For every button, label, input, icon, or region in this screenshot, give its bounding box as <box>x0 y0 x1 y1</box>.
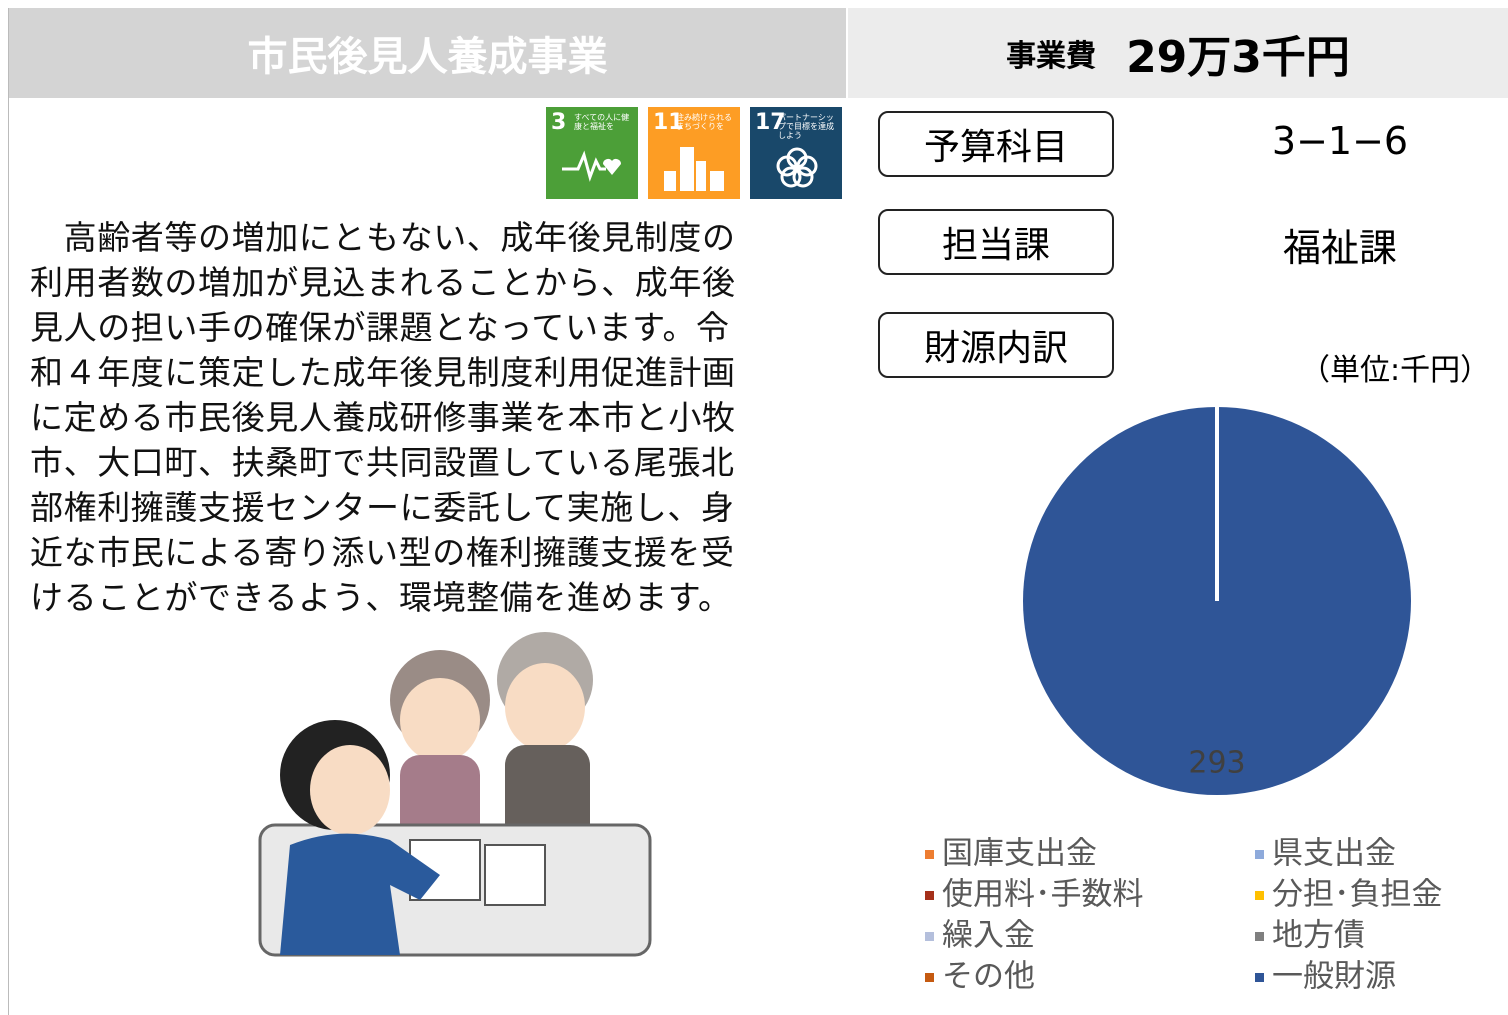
description-line: 近な市民による寄り添い型の権利擁護支援を受 <box>30 526 735 574</box>
page: 市民後見人養成事業 事業費 29万3千円 3 すべての人に健康と福祉を 11住み続… <box>0 0 1508 1015</box>
info-label: 予算科目 <box>878 111 1114 177</box>
sdg-graphic <box>560 147 624 183</box>
legend-label: 地方債 <box>1272 918 1365 954</box>
cost-value: 29万3千円 <box>1126 21 1350 85</box>
left-border <box>8 8 9 1015</box>
description-line: に定める市民後見人養成研修事業を本市と小牧 <box>30 391 736 439</box>
info-value: 3−1−6 <box>1140 119 1508 163</box>
unit-label: （単位:千円） <box>1300 345 1490 389</box>
legend-swatch <box>1255 932 1264 941</box>
description-line: 高齢者等の増加にともない、成年後見制度の <box>30 211 736 259</box>
header-cost: 事業費 29万3千円 <box>848 8 1508 98</box>
illustration <box>250 625 660 970</box>
sdg-graphic <box>774 145 820 191</box>
legend-swatch <box>1255 973 1264 982</box>
description-line: けることができるよう、環境整備を進めます。 <box>30 571 732 619</box>
info-value: 福祉課 <box>1140 217 1508 272</box>
legend-swatch <box>925 850 934 859</box>
legend-swatch <box>1255 891 1264 900</box>
legend-label: その他 <box>942 959 1035 995</box>
legend-swatch <box>1255 850 1264 859</box>
sdg-label: すべての人に健康と福祉を <box>574 113 634 131</box>
description-line: 利用者数の増加が見込まれることから、成年後 <box>30 256 736 304</box>
legend-label: 使用料･手数料 <box>942 877 1144 913</box>
legend-swatch <box>925 973 934 982</box>
legend-label: 国庫支出金 <box>942 836 1097 872</box>
data-label: 293 <box>1188 745 1245 780</box>
legend-label: 繰入金 <box>942 918 1035 954</box>
info-label: 財源内訳 <box>878 312 1114 378</box>
sdg-graphic <box>660 141 730 195</box>
legend-label: 県支出金 <box>1272 836 1396 872</box>
info-label: 担当課 <box>878 209 1114 275</box>
sdg-label: 住み続けられるまちづくりを <box>676 113 736 131</box>
description-line: 和４年度に策定した成年後見制度利用促進計画 <box>30 346 736 394</box>
sdg-number: 3 <box>551 110 566 135</box>
description-line: 市、大口町、扶桑町で共同設置している尾張北 <box>30 436 735 484</box>
legend-swatch <box>925 891 934 900</box>
description-line: 部権利擁護支援センターに委託して実施し、身 <box>30 481 735 529</box>
legend-label: 分担･負担金 <box>1272 877 1443 913</box>
description-line: 見人の担い手の確保が課題となっています。令 <box>30 301 730 349</box>
legend-swatch <box>925 932 934 941</box>
legend-label: 一般財源 <box>1272 959 1396 995</box>
cost-label: 事業費 <box>1006 31 1096 75</box>
sdg-label: パートナーシップで目標を達成しよう <box>778 113 838 140</box>
header-title: 市民後見人養成事業 <box>9 8 846 98</box>
sdg-icon: 3 すべての人に健康と福祉を <box>546 107 638 199</box>
